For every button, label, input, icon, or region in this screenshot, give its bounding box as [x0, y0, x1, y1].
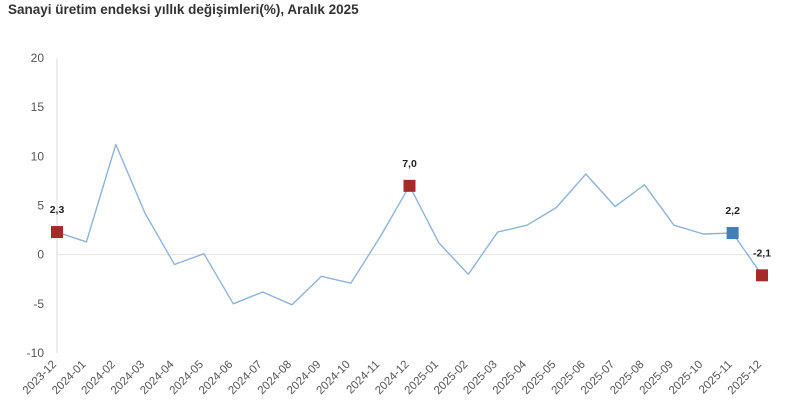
data-point-marker [756, 269, 768, 282]
x-axis: 2023-122024-012024-022024-032024-042024-… [21, 358, 764, 397]
data-label: 2,3 [50, 204, 65, 216]
y-tick-label: 10 [31, 149, 45, 163]
data-point-marker [726, 227, 739, 240]
data-label: -2,1 [753, 247, 771, 259]
chart-title: Sanayi üretim endeksi yıllık değişimleri… [8, 2, 359, 17]
data-point-marker [51, 226, 63, 239]
data-label: 2,2 [725, 205, 740, 217]
y-tick-label: -10 [27, 346, 45, 360]
y-tick-label: 0 [37, 248, 44, 262]
y-tick-label: -5 [33, 297, 44, 311]
data-label: 7,0 [402, 158, 417, 170]
y-tick-label: 20 [31, 51, 45, 65]
y-axis: 20 15 10 5 0 -5 -10 [27, 51, 762, 360]
y-tick-label: 15 [31, 100, 45, 114]
y-tick-label: 5 [37, 199, 44, 213]
highlight-markers: 2,3 7,0 2,2 -2,1 [50, 158, 771, 282]
data-point-marker [403, 179, 416, 192]
